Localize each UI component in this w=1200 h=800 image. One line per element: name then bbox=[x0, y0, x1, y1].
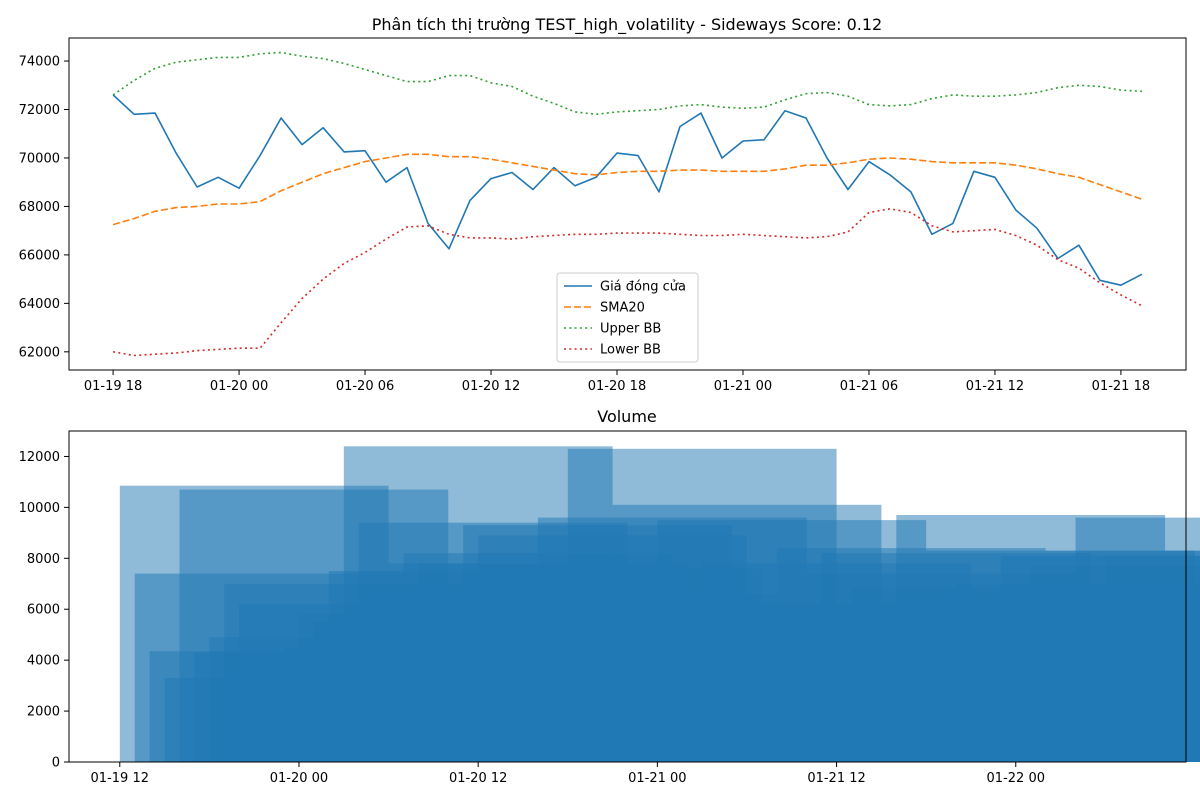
series-line-lower bbox=[112, 208, 1143, 357]
series-line-close bbox=[112, 94, 1143, 287]
volume-x-tick-label: 01-20 12 bbox=[449, 771, 507, 786]
price-plot-frame bbox=[68, 37, 1187, 371]
volume-y-tick-label: 8000 bbox=[27, 552, 60, 567]
legend-label-lower: Lower BB bbox=[600, 343, 661, 358]
price-x-tick-label: 01-20 18 bbox=[588, 379, 646, 394]
volume-chart-title: Volume bbox=[597, 407, 657, 426]
price-x-tick-label: 01-21 06 bbox=[840, 379, 898, 394]
price-chart-title: Phân tích thị trường TEST_high_volatilit… bbox=[372, 15, 882, 35]
volume-x-tick-label: 01-21 12 bbox=[807, 771, 865, 786]
legend-box bbox=[556, 272, 699, 363]
price-y-tick-label: 68000 bbox=[19, 200, 60, 215]
price-y-tick-label: 70000 bbox=[19, 151, 60, 166]
price-y-tick-label: 64000 bbox=[19, 297, 60, 312]
price-x-tick-label: 01-20 06 bbox=[336, 379, 394, 394]
series-line-sma bbox=[112, 153, 1143, 226]
price-chart: 62000 64000 66000 68000 70000 72000 74000 01-19… bbox=[19, 37, 1187, 394]
price-x-tick-label: 01-20 12 bbox=[462, 379, 520, 394]
volume-y-tick-label: 4000 bbox=[27, 654, 60, 669]
series-line-upper bbox=[112, 51, 1142, 116]
price-y-tick-label: 74000 bbox=[19, 55, 60, 70]
price-x-tick-label: 01-19 18 bbox=[84, 379, 142, 394]
volume-y-tick-label: 6000 bbox=[27, 603, 60, 618]
volume-x-tick-label: 01-20 00 bbox=[270, 771, 328, 786]
volume-bar bbox=[1165, 550, 1200, 762]
price-x-tick-label: 01-21 00 bbox=[714, 379, 772, 394]
legend-label-close: Giá đóng cửa bbox=[600, 280, 686, 295]
volume-y-tick-label: 12000 bbox=[19, 450, 60, 465]
price-x-tick-label: 01-20 00 bbox=[210, 379, 268, 394]
volume-y-tick-label: 2000 bbox=[27, 705, 60, 720]
price-y-tick-label: 72000 bbox=[19, 103, 60, 118]
price-y-tick-label: 62000 bbox=[19, 345, 60, 360]
legend-label-upper: Upper BB bbox=[600, 322, 661, 337]
volume-y-tick-label: 10000 bbox=[19, 501, 60, 516]
volume-plot-frame bbox=[68, 430, 1187, 763]
price-x-tick-label: 01-21 12 bbox=[966, 379, 1024, 394]
legend-label-sma: SMA20 bbox=[600, 301, 645, 316]
volume-y-tick-label: 0 bbox=[52, 756, 60, 771]
volume-x-tick-label: 01-22 00 bbox=[987, 771, 1045, 786]
price-x-tick-label: 01-21 18 bbox=[1092, 379, 1150, 394]
volume-x-tick-label: 01-19 12 bbox=[91, 771, 149, 786]
price-y-tick-label: 66000 bbox=[19, 248, 60, 263]
volume-chart: 0 2000 4000 6000 8000 10000 12000 01-19 12 01-20… bbox=[19, 430, 1200, 786]
volume-x-tick-label: 01-21 00 bbox=[628, 771, 686, 786]
